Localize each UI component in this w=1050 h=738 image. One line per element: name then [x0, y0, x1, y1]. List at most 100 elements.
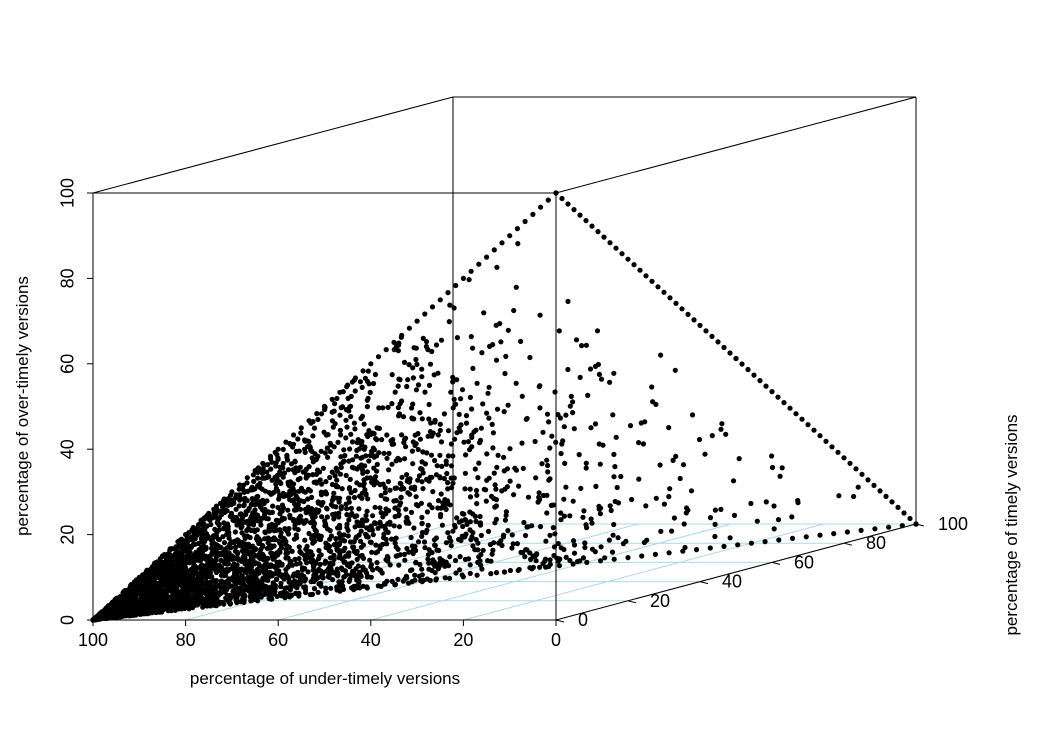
data-point: [348, 414, 354, 420]
data-point: [425, 556, 431, 562]
data-point: [538, 204, 544, 210]
data-point: [570, 410, 576, 416]
data-point: [250, 522, 257, 528]
data-point: [343, 472, 349, 479]
data-point: [257, 550, 263, 556]
data-point: [577, 374, 583, 380]
data-point: [445, 428, 452, 434]
data-point: [399, 332, 405, 338]
data-point: [324, 506, 330, 512]
data-point: [419, 366, 425, 372]
data-point: [468, 268, 474, 274]
data-point: [244, 561, 250, 567]
data-point: [192, 590, 198, 596]
data-point: [339, 486, 345, 492]
data-point: [400, 414, 407, 420]
data-point: [615, 500, 622, 506]
data-point: [544, 510, 550, 516]
data-point: [182, 604, 188, 610]
data-point: [697, 322, 703, 328]
data-point: [435, 498, 442, 504]
data-point: [419, 514, 425, 521]
data-point: [341, 559, 347, 565]
data-point: [831, 531, 837, 537]
data-point: [491, 495, 497, 502]
data-point: [397, 377, 403, 383]
data-point: [319, 481, 325, 487]
data-point: [270, 571, 276, 577]
data-point: [208, 593, 214, 599]
data-point: [515, 241, 521, 247]
data-point: [360, 564, 366, 570]
data-point: [280, 446, 286, 452]
data-point: [612, 464, 618, 470]
data-point: [310, 419, 316, 425]
data-point: [459, 510, 465, 517]
data-point: [279, 515, 285, 521]
data-point: [120, 608, 126, 614]
data-point: [490, 445, 496, 451]
data-point: [567, 557, 573, 564]
data-point: [561, 496, 567, 502]
data-point: [299, 567, 305, 573]
data-point: [224, 578, 230, 584]
data-point: [610, 412, 616, 418]
data-point: [731, 512, 738, 519]
data-point: [352, 514, 358, 520]
data-point: [789, 535, 796, 542]
data-point: [712, 533, 718, 540]
data-point: [419, 566, 425, 572]
data-point: [499, 240, 505, 246]
data-point: [366, 428, 372, 434]
data-point: [491, 470, 497, 476]
data-point: [364, 404, 370, 410]
data-point: [707, 515, 714, 521]
data-point: [393, 344, 399, 350]
data-point: [253, 546, 259, 553]
data-point: [208, 603, 214, 609]
data-point: [138, 586, 144, 592]
data-point: [311, 586, 318, 592]
data-point: [495, 452, 501, 458]
data-point: [403, 444, 409, 450]
data-point: [321, 403, 328, 410]
data-point: [463, 531, 469, 537]
data-point: [580, 555, 587, 561]
data-point: [248, 515, 254, 521]
data-point: [424, 476, 430, 482]
data-point: [481, 310, 487, 316]
data-point: [131, 612, 137, 618]
data-point: [162, 562, 168, 568]
data-point: [337, 427, 343, 433]
data-point: [689, 412, 696, 418]
data-point: [333, 536, 339, 542]
data-point: [658, 528, 664, 535]
data-point: [476, 460, 482, 466]
data-point: [607, 503, 613, 509]
data-point: [503, 512, 509, 519]
data-point: [331, 516, 337, 522]
data-point: [533, 558, 539, 564]
data-point: [404, 383, 410, 390]
data-point: [501, 532, 507, 538]
data-point: [602, 555, 608, 561]
data-point: [502, 517, 508, 523]
data-point: [327, 528, 333, 534]
data-point: [561, 546, 567, 553]
y-tick: [771, 561, 781, 565]
data-point: [265, 555, 271, 562]
data-point: [494, 264, 500, 270]
data-point: [320, 499, 326, 506]
data-point: [194, 578, 200, 584]
data-point: [197, 596, 203, 603]
data-point: [316, 553, 323, 559]
data-point: [293, 493, 299, 499]
data-point: [277, 511, 283, 517]
data-point: [332, 473, 338, 479]
data-point: [498, 538, 504, 544]
data-point: [248, 556, 254, 562]
data-point: [670, 457, 676, 463]
data-point: [224, 521, 230, 527]
data-point: [370, 380, 377, 387]
data-point: [236, 503, 242, 509]
